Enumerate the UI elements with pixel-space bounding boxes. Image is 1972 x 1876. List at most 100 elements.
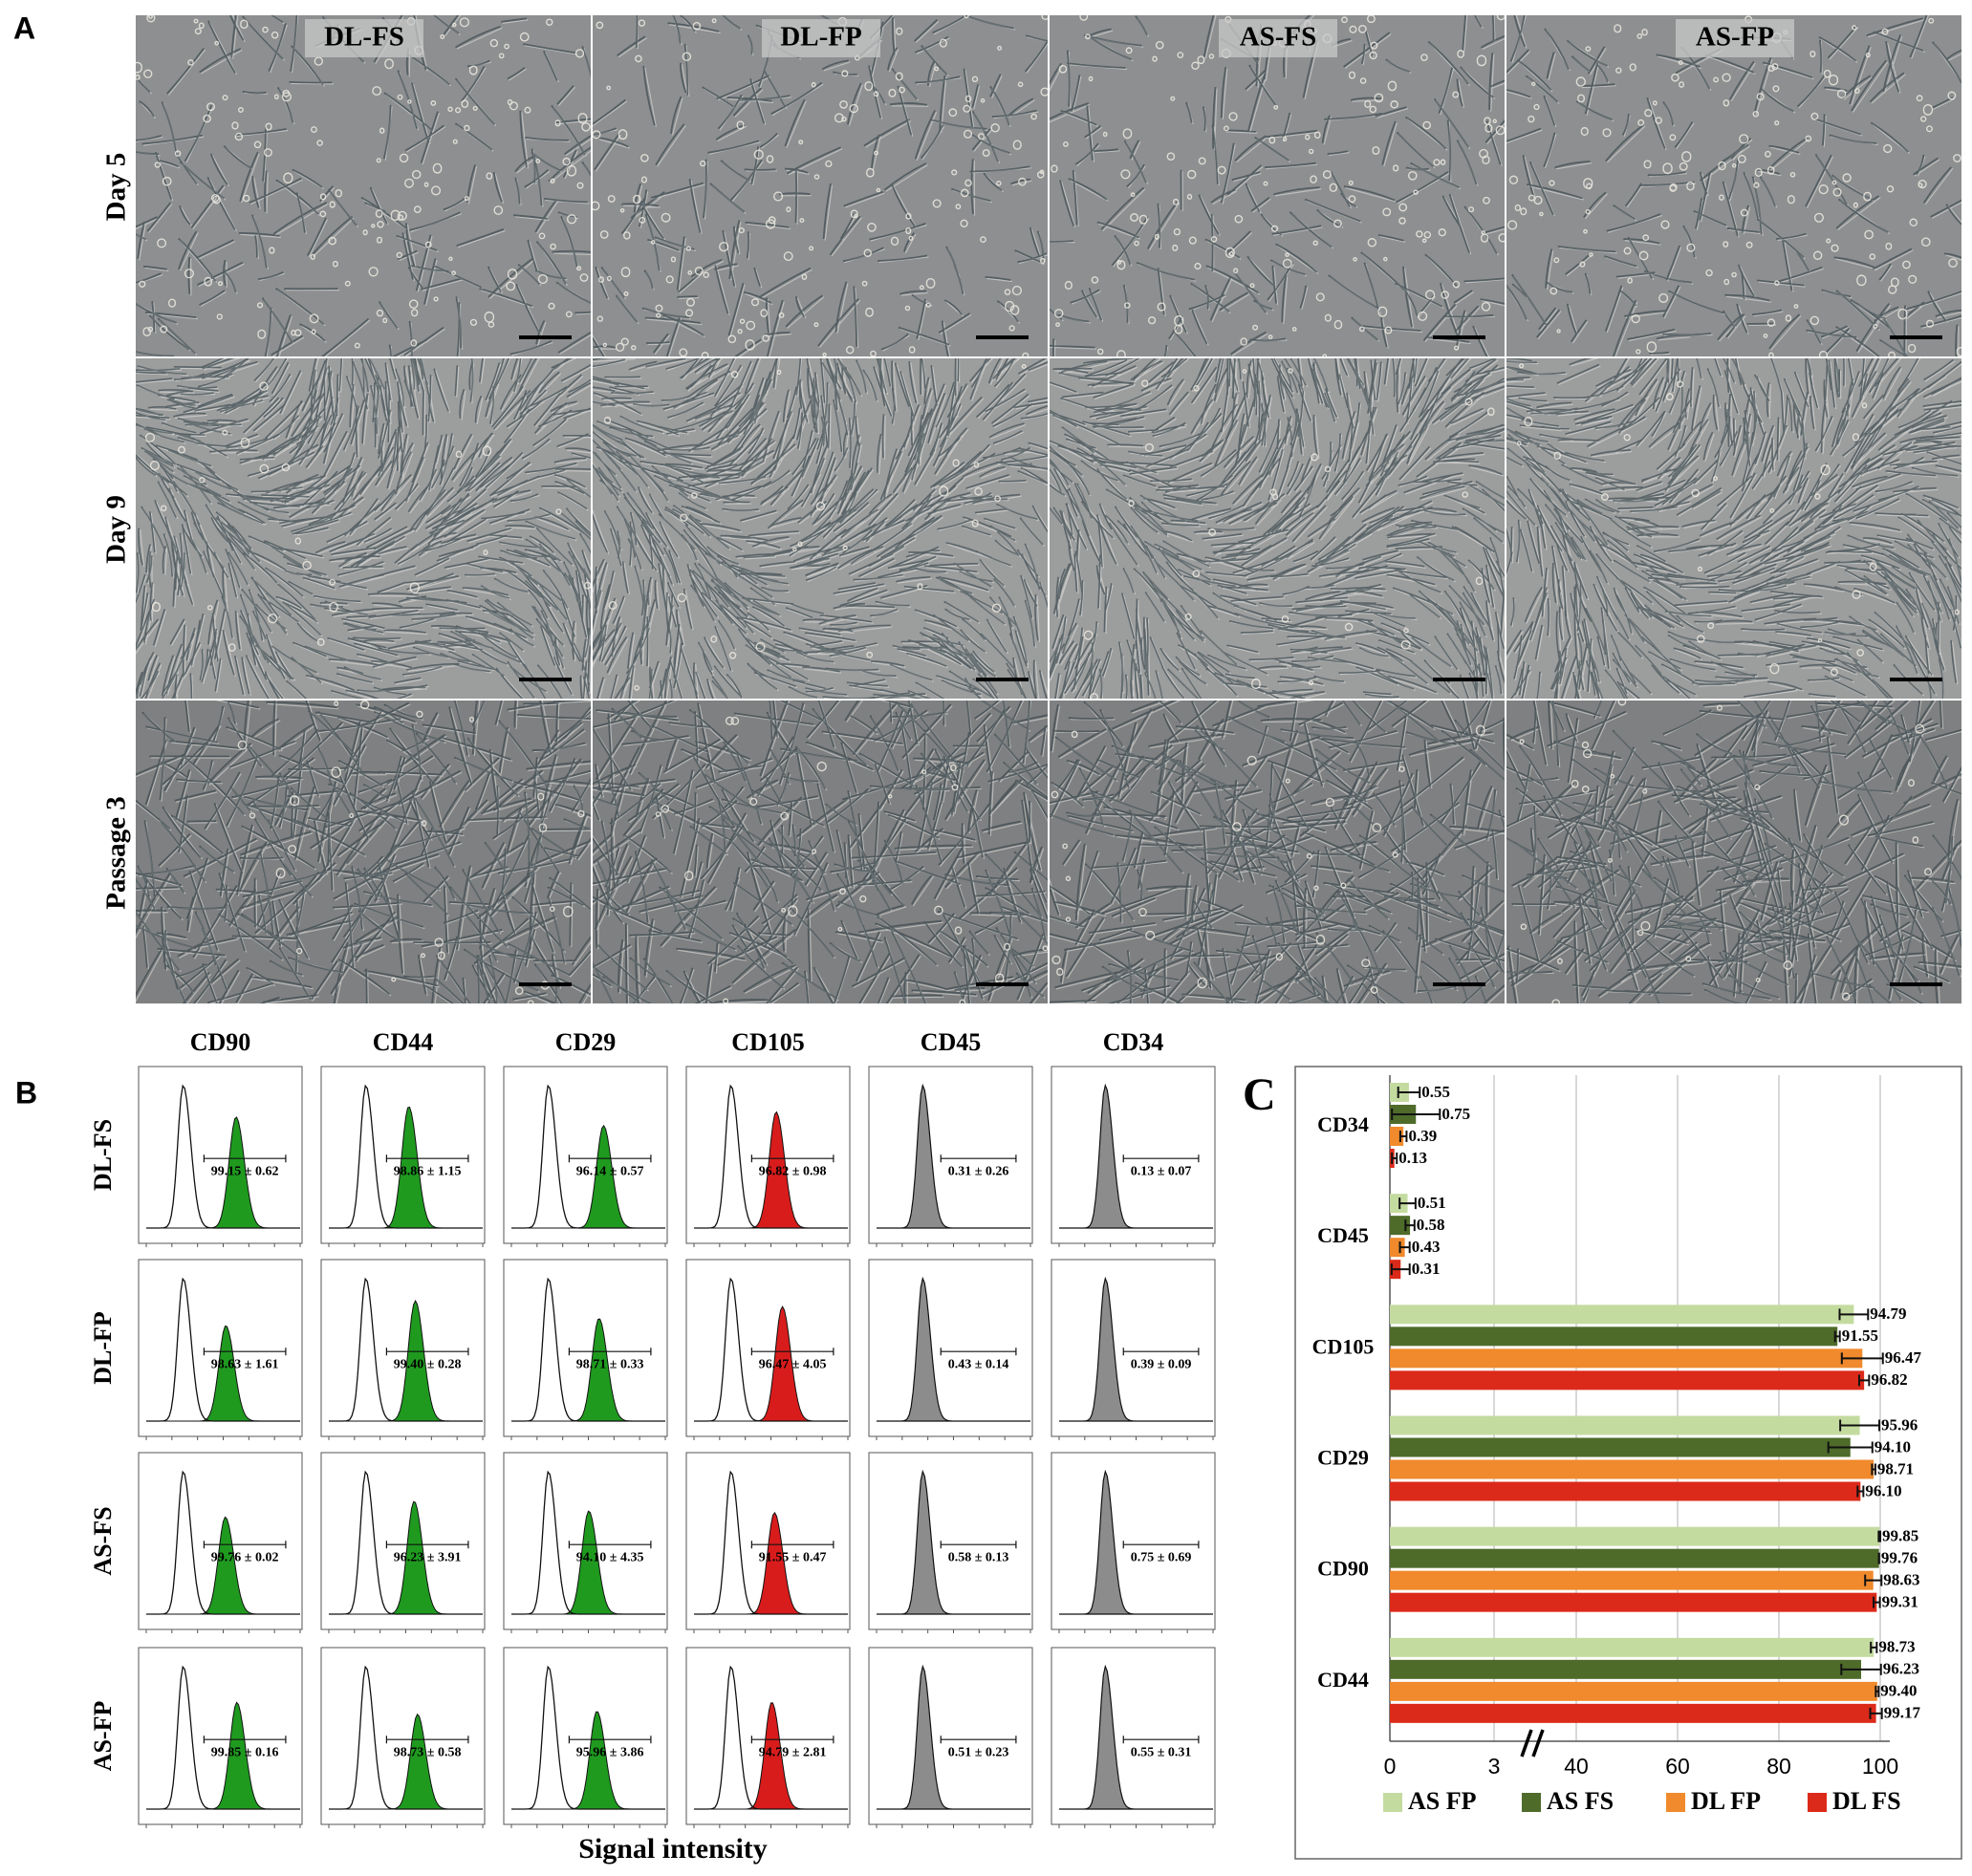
panel-label: B: [15, 1075, 37, 1110]
cell-texture: [593, 701, 1048, 1003]
error-bar: [1398, 1241, 1411, 1254]
micrograph: [593, 15, 1048, 356]
column-header: DL-FP: [780, 22, 861, 53]
category-label: CD44: [1317, 1668, 1369, 1692]
micrograph: [136, 701, 591, 1003]
gate: [568, 1154, 652, 1163]
x-tick-label: 80: [1766, 1754, 1791, 1779]
gate: [1122, 1154, 1200, 1163]
bar: [1390, 1370, 1865, 1391]
gate-label: 99.85 ± 0.16: [211, 1745, 279, 1759]
gate: [1122, 1736, 1200, 1744]
gate-label: 96.47 ± 4.05: [759, 1357, 827, 1371]
bar: [1390, 1637, 1874, 1657]
value-label: 98.63: [1883, 1571, 1919, 1589]
row-label: AS-FS: [89, 1506, 117, 1575]
histogram-fill: [1059, 1664, 1213, 1810]
micrograph: [1506, 15, 1961, 356]
histogram-frame: [1051, 1066, 1216, 1244]
bar: [1390, 1570, 1874, 1590]
legend-swatch: [1522, 1793, 1541, 1812]
cell-texture: [136, 701, 591, 1003]
micrograph: [136, 358, 591, 699]
gate-label: 0.39 ± 0.09: [1131, 1357, 1192, 1371]
cell-texture: [136, 15, 591, 356]
cell-texture: [1506, 358, 1961, 699]
histogram-fill: [877, 1469, 1030, 1615]
gate: [385, 1736, 469, 1744]
gate-label: 0.31 ± 0.26: [948, 1164, 1009, 1178]
bar: [1390, 1437, 1851, 1457]
gate: [203, 1154, 287, 1163]
bar: [1390, 1459, 1874, 1479]
x-tick-label: 40: [1564, 1754, 1589, 1779]
histogram-frame: [320, 1647, 486, 1825]
histogram-outline: [511, 1665, 665, 1810]
error-bar: [1833, 1330, 1841, 1343]
gate: [568, 1541, 652, 1549]
gate-label: 98.63 ± 1.61: [211, 1357, 279, 1371]
error-bar: [1840, 1663, 1882, 1675]
value-label: 96.47: [1885, 1348, 1922, 1367]
gate: [940, 1348, 1017, 1356]
cell-dots: [1051, 15, 1505, 356]
micrograph: [593, 358, 1048, 699]
error-bar: [1839, 1419, 1881, 1432]
cell-dots: [136, 15, 591, 349]
column-header: CD45: [921, 1028, 982, 1056]
cell-dots: [655, 716, 1048, 1003]
gate-label: 96.82 ± 0.98: [759, 1164, 827, 1178]
column-header: AS-FS: [1240, 22, 1317, 53]
gate: [568, 1736, 652, 1744]
error-bar: [1873, 1596, 1881, 1608]
chart-frame: [1294, 1066, 1962, 1860]
cell-dots: [1507, 15, 1961, 356]
error-bar: [1871, 1463, 1876, 1476]
column-header: CD44: [373, 1028, 434, 1056]
category-label: CD105: [1312, 1334, 1375, 1358]
gate-label: 0.51 ± 0.23: [948, 1745, 1009, 1759]
bar: [1390, 1703, 1876, 1723]
micrograph-bg: [1050, 15, 1505, 356]
gate: [203, 1541, 287, 1549]
panel-label: C: [1243, 1069, 1276, 1120]
value-label: 99.17: [1884, 1704, 1921, 1722]
value-label: 99.40: [1880, 1682, 1917, 1700]
gate: [940, 1154, 1017, 1163]
micrograph: [593, 701, 1048, 1003]
row-label: Day 9: [101, 495, 132, 564]
cell-dots: [1051, 724, 1485, 994]
header-bg: [1219, 19, 1337, 57]
legend-label: AS FP: [1408, 1787, 1477, 1815]
error-bar: [1857, 1374, 1871, 1387]
micrograph: [1050, 701, 1505, 1003]
histogram-fill: [877, 1664, 1030, 1810]
histogram-frame: [503, 1066, 668, 1244]
micrograph: [1506, 701, 1961, 1003]
error-bar: [1874, 1685, 1880, 1697]
cell-dots: [1083, 368, 1495, 699]
legend-swatch: [1383, 1793, 1402, 1812]
histogram-fill: [1059, 1469, 1213, 1615]
bar: [1390, 1481, 1861, 1501]
value-label: 99.85: [1882, 1527, 1918, 1545]
error-bar: [1856, 1485, 1865, 1498]
histogram-outline: [511, 1084, 665, 1229]
micrograph-bg: [136, 15, 591, 356]
micrograph: [1050, 358, 1505, 699]
column-header: DL-FS: [324, 22, 404, 53]
histogram-outline: [694, 1277, 848, 1422]
value-label: 98.73: [1878, 1638, 1915, 1656]
error-bar: [1391, 1153, 1398, 1164]
value-label: 96.23: [1883, 1660, 1919, 1678]
value-label: 99.76: [1881, 1549, 1918, 1567]
gate-label: 98.73 ± 0.58: [394, 1745, 462, 1759]
gate-label: 98.86 ± 1.15: [394, 1164, 462, 1178]
gate: [1122, 1348, 1200, 1356]
gate: [940, 1736, 1017, 1744]
histogram-outline: [146, 1084, 300, 1229]
value-label: 99.31: [1882, 1593, 1918, 1611]
histogram-outline: [511, 1277, 665, 1422]
header-bg: [1676, 19, 1794, 57]
